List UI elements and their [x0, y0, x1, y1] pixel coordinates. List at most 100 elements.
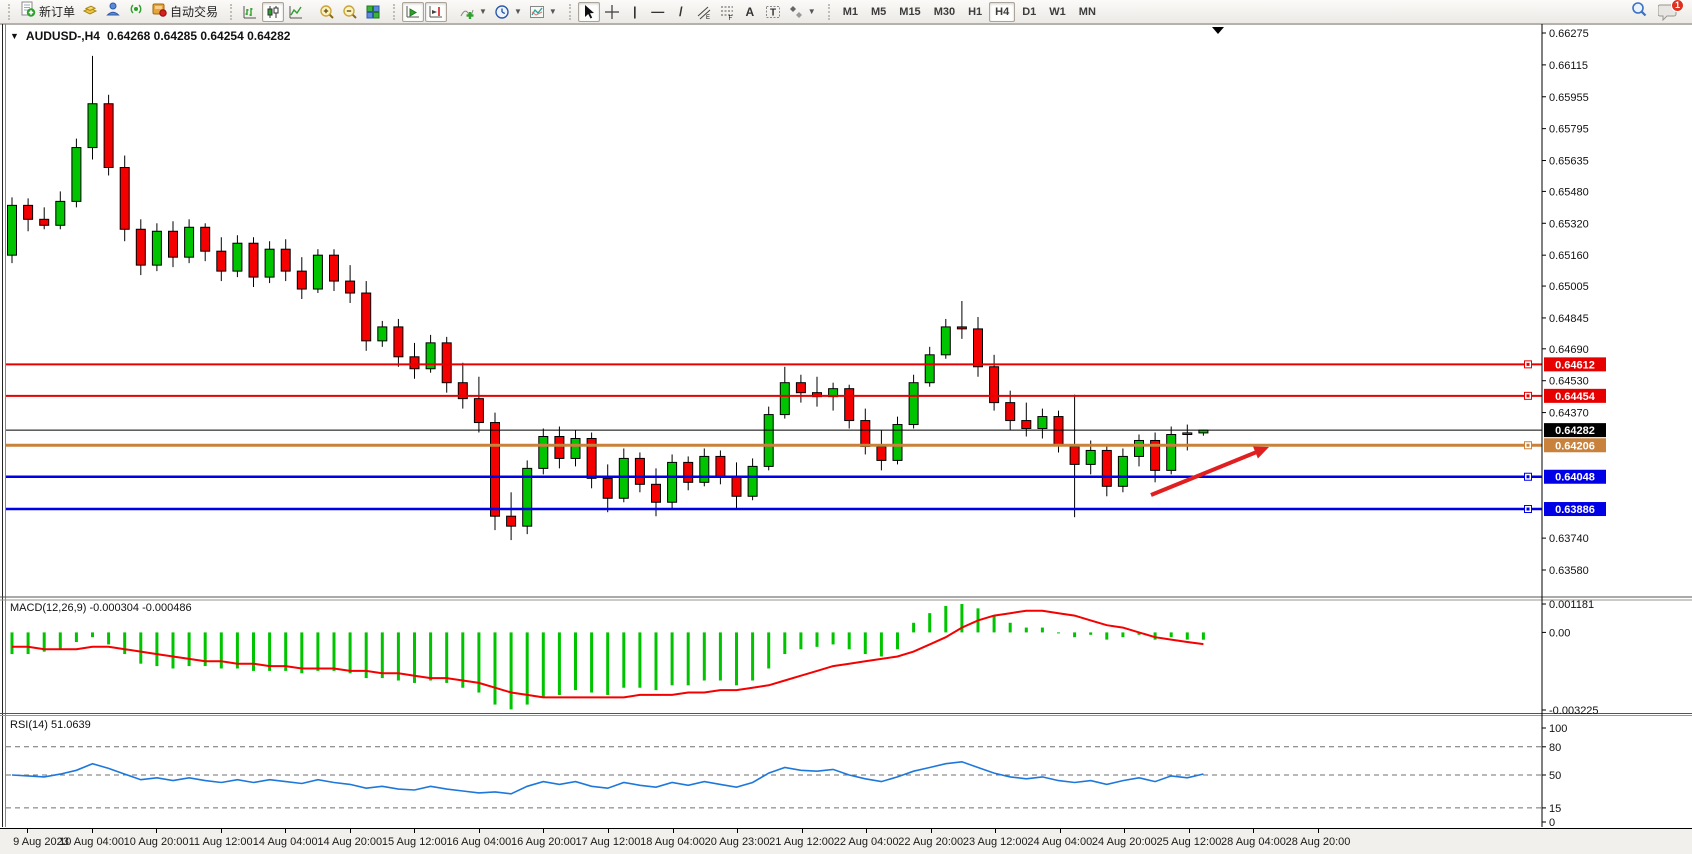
- horizontal-line-button[interactable]: —: [647, 2, 669, 22]
- arrows-dropdown[interactable]: ▼: [785, 2, 819, 22]
- chart-canvas[interactable]: 0.66275 0.66115 0.65955 0.65795 0.65635 0.654…: [0, 24, 1692, 828]
- bear-candle: [973, 328, 983, 368]
- chart-shift-button[interactable]: [425, 1, 448, 22]
- timeframe-button-h1[interactable]: H1: [968, 5, 983, 18]
- macd-histogram-bar: [493, 632, 497, 705]
- bull-candle: [1166, 434, 1177, 471]
- bull-candle: [1182, 432, 1193, 436]
- crosshair-button[interactable]: [601, 2, 623, 22]
- bear-candle: [490, 422, 500, 517]
- candlestick-chart-button[interactable]: [262, 1, 285, 22]
- cursor-button[interactable]: [577, 1, 600, 22]
- dropdown-caret-icon: ▼: [548, 7, 557, 16]
- toolbar-group-timeframes: M1 M5 M15 M30 H1 H4 D1 W1 MN: [824, 0, 1106, 24]
- notifications-icon[interactable]: 1: [1657, 0, 1684, 21]
- equidistant-channel-icon: E: [697, 6, 711, 20]
- macd-histogram-bar: [1121, 632, 1125, 638]
- periods-dropdown[interactable]: ▼: [491, 2, 525, 22]
- macd-histogram-bar: [203, 632, 207, 667]
- rsi-tick-label: 15: [1549, 803, 1561, 815]
- macd-histogram-bar: [1201, 632, 1205, 640]
- indicators-button[interactable]: ▼: [456, 2, 490, 22]
- symbol-dropdown-icon[interactable]: ▼: [10, 31, 19, 41]
- price-tick-label: 0.64845: [1549, 313, 1589, 325]
- line-handle-dot: [1526, 443, 1530, 447]
- bull-candle: [538, 435, 549, 469]
- profile-icon: [105, 1, 121, 22]
- time-axis[interactable]: 9 Aug 2023 10 Aug 04:00 10 Aug 20:00 11 Aug…: [0, 828, 1692, 854]
- dropdown-caret-icon: ▼: [479, 7, 487, 16]
- trendline-icon: /: [678, 4, 683, 19]
- trend-arrow-annotation[interactable]: [1150, 448, 1261, 497]
- time-axis-label: 23 Aug 12:00: [962, 836, 1028, 848]
- bull-candle: [425, 342, 436, 370]
- macd-histogram-bar: [42, 632, 46, 652]
- bear-candle: [296, 270, 307, 290]
- macd-histogram-bar: [187, 632, 191, 667]
- rsi-line: [11, 760, 1204, 795]
- timeframe-button-m5[interactable]: M5: [871, 5, 887, 18]
- timeframe-button-h4[interactable]: H4: [989, 1, 1016, 22]
- svg-text:T: T: [770, 7, 776, 18]
- macd-signal-line: [12, 609, 1204, 699]
- zoom-out-button[interactable]: [339, 2, 361, 22]
- new-order-button[interactable]: 新订单: [17, 1, 78, 22]
- bull-candle: [1037, 416, 1048, 430]
- search-icon[interactable]: [1631, 1, 1648, 23]
- profile-button[interactable]: [102, 2, 124, 22]
- text-label-button[interactable]: T: [762, 2, 784, 22]
- text-button[interactable]: A: [739, 2, 761, 22]
- bear-candle: [39, 218, 50, 226]
- bull-candle: [699, 455, 710, 483]
- macd-histogram-bar: [219, 632, 223, 669]
- rsi-tick-label: 0: [1549, 817, 1555, 828]
- bars-chart-button[interactable]: [239, 2, 261, 22]
- price-tick-label: 0.65635: [1549, 156, 1589, 168]
- time-axis-label: 16 Aug 04:00: [446, 836, 512, 848]
- timeframe-button-w1[interactable]: W1: [1049, 5, 1066, 18]
- text-icon: A: [745, 4, 755, 19]
- line-handle-dot: [1526, 362, 1530, 366]
- rsi-tick-label: 80: [1549, 742, 1561, 754]
- equidistant-channel-button[interactable]: E: [693, 2, 715, 22]
- templates-dropdown[interactable]: ▼: [526, 2, 560, 22]
- market-watch-button[interactable]: [79, 2, 101, 22]
- price-tick-label: 0.66275: [1549, 28, 1589, 40]
- price-level-badge: [1544, 357, 1606, 372]
- price-tick-label: 0.65795: [1549, 124, 1589, 136]
- bear-candle: [715, 455, 726, 477]
- zoom-out-icon: [343, 4, 357, 19]
- macd-histogram-bar: [686, 632, 690, 686]
- bull-candle: [747, 465, 758, 497]
- trendline-button[interactable]: /: [670, 2, 692, 22]
- time-tick: [414, 829, 416, 833]
- timeframe-button-d1[interactable]: D1: [1022, 5, 1037, 18]
- timeframe-button-m30[interactable]: M30: [933, 5, 956, 18]
- fibonacci-button[interactable]: F: [716, 2, 738, 22]
- time-tick: [478, 829, 480, 833]
- signals-button[interactable]: [125, 2, 147, 22]
- timeframe-button-mn[interactable]: MN: [1078, 5, 1096, 18]
- tile-windows-button[interactable]: [362, 2, 384, 22]
- time-tick: [995, 829, 997, 833]
- price-level-badge: [1544, 502, 1606, 517]
- time-axis-label: 14 Aug 04:00: [252, 836, 318, 848]
- auto-scroll-button[interactable]: [402, 1, 425, 22]
- bull-candle: [151, 230, 162, 266]
- time-axis-label: 10 Aug 20:00: [123, 836, 189, 848]
- rsi-tick-label: 50: [1549, 770, 1561, 782]
- line-chart-button[interactable]: [285, 2, 307, 22]
- price-level-badge: [1544, 423, 1606, 438]
- timeframe-button-m15[interactable]: M15: [899, 5, 921, 18]
- macd-histogram-bar: [960, 604, 964, 633]
- vertical-line-button[interactable]: |: [624, 2, 646, 22]
- autotrading-button[interactable]: 自动交易: [148, 2, 221, 22]
- macd-histogram-bar: [541, 632, 545, 698]
- zoom-in-button[interactable]: [316, 2, 338, 22]
- dropdown-caret-icon: ▼: [807, 7, 816, 16]
- time-tick: [543, 829, 545, 833]
- macd-histogram-bar: [783, 632, 787, 655]
- timeframe-button-m1[interactable]: M1: [842, 5, 858, 18]
- bear-candle: [634, 457, 645, 485]
- chart-shift-marker[interactable]: [1212, 27, 1224, 34]
